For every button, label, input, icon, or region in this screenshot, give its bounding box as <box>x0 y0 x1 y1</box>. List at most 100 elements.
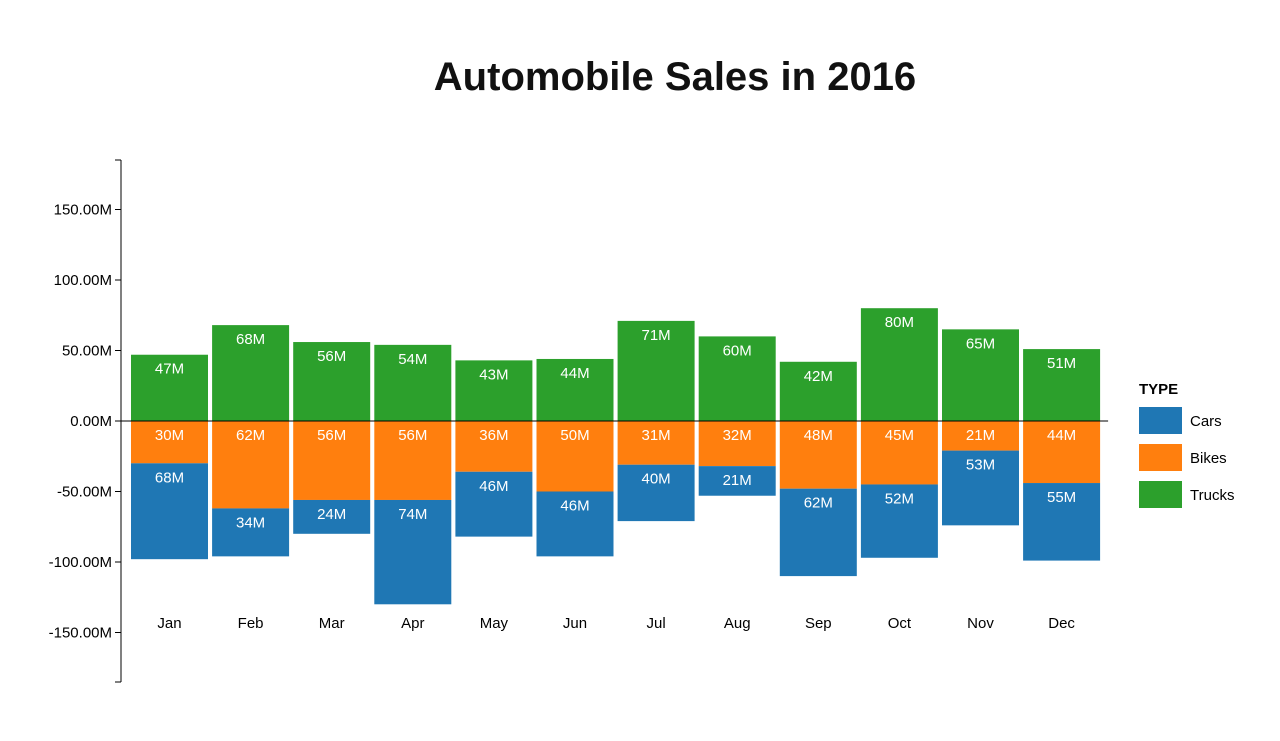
data-label-cars: 21M <box>723 472 752 489</box>
y-tick-label: -150.00M <box>49 625 112 642</box>
data-label-bikes: 48M <box>804 427 833 444</box>
bar-trucks-aug <box>698 336 776 421</box>
data-label-trucks: 42M <box>804 368 833 385</box>
bar-trucks-mar <box>293 342 371 421</box>
bar-trucks-jul <box>617 320 695 421</box>
data-label-trucks: 80M <box>885 314 914 331</box>
data-label-cars: 24M <box>317 506 346 523</box>
x-tick-label: Jan <box>157 615 181 632</box>
bar-cars-jul <box>617 464 695 522</box>
bar-bikes-mar <box>293 421 371 500</box>
data-label-cars: 62M <box>804 495 833 512</box>
data-label-cars: 55M <box>1047 489 1076 506</box>
x-tick-label: Dec <box>1048 615 1075 632</box>
data-label-trucks: 71M <box>642 327 671 344</box>
y-tick-label: 0.00M <box>70 413 112 430</box>
x-tick-label: Mar <box>319 615 345 632</box>
y-tick-label: -50.00M <box>57 484 112 501</box>
data-label-trucks: 60M <box>723 342 752 359</box>
data-label-trucks: 56M <box>317 348 346 365</box>
x-tick-label: Oct <box>888 615 912 632</box>
x-tick-label: Jun <box>563 615 587 632</box>
x-tick-label: Feb <box>238 615 264 632</box>
bar-cars-oct <box>860 484 938 558</box>
legend-label-cars: Cars <box>1190 413 1222 430</box>
bar-bikes-may <box>455 421 533 472</box>
bars-group <box>131 308 1101 605</box>
bar-bikes-jul <box>617 421 695 465</box>
bar-bikes-aug <box>698 421 776 467</box>
data-label-bikes: 44M <box>1047 427 1076 444</box>
bar-cars-apr <box>374 499 452 605</box>
x-axis-labels: Jan Feb Mar Apr May Jun Jul Aug Sep Oct Nov Dec <box>157 615 1075 632</box>
chart-title: Automobile Sales in 2016 <box>434 55 916 99</box>
bar-trucks-sep <box>779 361 857 421</box>
x-tick-label: Jul <box>647 615 666 632</box>
bar-cars-jun <box>536 491 614 557</box>
data-label-bikes: 56M <box>317 427 346 444</box>
bar-trucks-jun <box>536 358 614 421</box>
x-tick-label: Aug <box>724 615 751 632</box>
legend-title: TYPE <box>1139 381 1178 398</box>
x-tick-label: Sep <box>805 615 832 632</box>
y-tick-label: 100.00M <box>54 272 112 289</box>
data-label-cars: 52M <box>885 490 914 507</box>
bar-trucks-oct <box>860 308 938 421</box>
bar-bikes-jan <box>131 421 208 464</box>
data-label-bikes: 30M <box>155 427 184 444</box>
data-label-cars: 53M <box>966 457 995 474</box>
bar-trucks-feb <box>212 325 290 421</box>
legend-swatch-trucks <box>1139 481 1182 508</box>
bar-labels-group: 47M 30M 68M 68M 62M 34M 56M 56M 24M 54M 56M 74M 43M 3… <box>155 314 1076 531</box>
x-tick-label: Nov <box>967 615 994 632</box>
data-label-bikes: 50M <box>560 427 589 444</box>
legend-label-bikes: Bikes <box>1190 450 1227 467</box>
y-tick-label: 150.00M <box>54 202 112 219</box>
legend: TYPE Cars Bikes Trucks <box>1139 381 1234 508</box>
data-label-trucks: 44M <box>560 365 589 382</box>
x-tick-label: May <box>480 615 509 632</box>
bar-cars-feb <box>212 508 290 557</box>
bar-cars-may <box>455 471 533 537</box>
data-label-trucks: 54M <box>398 351 427 368</box>
bar-bikes-jun <box>536 421 614 492</box>
bar-bikes-feb <box>212 421 290 509</box>
bar-cars-aug <box>698 466 776 496</box>
data-label-trucks: 65M <box>966 335 995 352</box>
y-axis: 150.00M 100.00M 50.00M 0.00M -50.00M -100.00M… <box>49 159 122 683</box>
data-label-trucks: 47M <box>155 361 184 378</box>
bar-bikes-oct <box>860 421 938 485</box>
y-tick-label: 50.00M <box>62 343 112 360</box>
data-label-bikes: 32M <box>723 427 752 444</box>
legend-swatch-bikes <box>1139 444 1182 471</box>
bar-trucks-nov <box>942 329 1019 421</box>
bar-trucks-jan <box>131 354 208 421</box>
bar-cars-jan <box>131 463 208 560</box>
data-label-trucks: 43M <box>479 366 508 383</box>
legend-swatch-cars <box>1139 407 1182 434</box>
bar-bikes-nov <box>942 421 1019 451</box>
bar-bikes-apr <box>374 421 452 500</box>
data-label-bikes: 36M <box>479 427 508 444</box>
data-label-cars: 40M <box>642 471 671 488</box>
data-label-bikes: 31M <box>642 427 671 444</box>
data-label-cars: 46M <box>560 498 589 515</box>
bar-trucks-may <box>455 360 533 421</box>
bar-bikes-dec <box>1023 421 1101 484</box>
data-label-cars: 34M <box>236 514 265 531</box>
legend-label-trucks: Trucks <box>1190 487 1234 504</box>
y-tick-label: -100.00M <box>49 554 112 571</box>
bar-bikes-sep <box>779 421 857 489</box>
x-tick-label: Apr <box>401 615 424 632</box>
data-label-trucks: 51M <box>1047 355 1076 372</box>
data-label-bikes: 45M <box>885 427 914 444</box>
data-label-cars: 68M <box>155 469 184 486</box>
bar-cars-sep <box>779 488 857 577</box>
bar-cars-dec <box>1023 483 1101 561</box>
data-label-trucks: 68M <box>236 331 265 348</box>
bar-trucks-dec <box>1023 349 1101 421</box>
data-label-bikes: 56M <box>398 427 427 444</box>
bar-cars-mar <box>293 499 371 534</box>
